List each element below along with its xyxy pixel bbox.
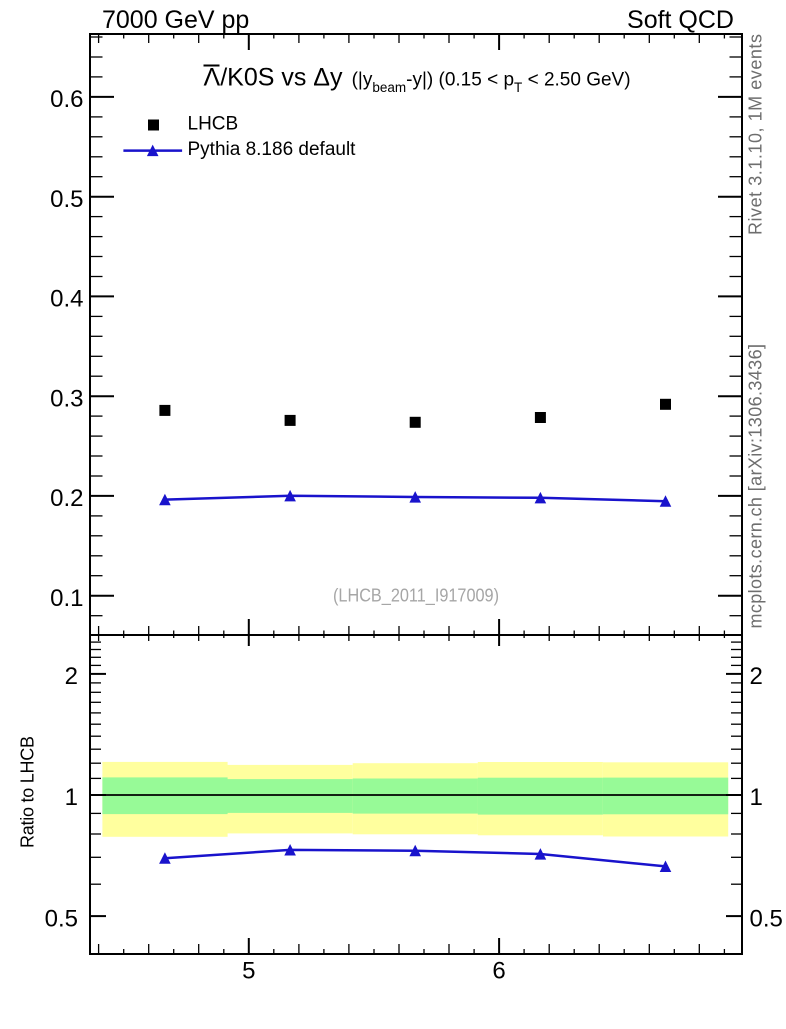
svg-text:Λ/K0S vs Δy: Λ/K0S vs Δy: [204, 64, 343, 92]
svg-text:5: 5: [242, 958, 255, 985]
svg-text:Soft QCD: Soft QCD: [627, 6, 734, 34]
svg-text:2: 2: [750, 663, 763, 690]
svg-text:7000 GeV pp: 7000 GeV pp: [102, 6, 249, 34]
svg-text:0.5: 0.5: [750, 905, 783, 932]
svg-text:6: 6: [492, 958, 505, 985]
svg-text:Ratio to LHCB: Ratio to LHCB: [18, 736, 38, 848]
svg-text:Pythia 8.186 default: Pythia 8.186 default: [188, 139, 357, 160]
svg-text:0.3: 0.3: [50, 385, 83, 412]
svg-text:1: 1: [65, 784, 78, 811]
svg-text:Rivet 3.1.10, 1M events: Rivet 3.1.10, 1M events: [746, 34, 766, 235]
svg-text:0.5: 0.5: [50, 186, 83, 213]
svg-text:0.6: 0.6: [50, 86, 83, 113]
svg-text:mcplots.cern.ch [arXiv:1306.34: mcplots.cern.ch [arXiv:1306.3436]: [746, 344, 766, 629]
svg-text:0.1: 0.1: [50, 585, 83, 612]
svg-text:(LHCB_2011_I917009): (LHCB_2011_I917009): [333, 585, 499, 607]
svg-text:2: 2: [65, 663, 78, 690]
svg-text:LHCB: LHCB: [188, 114, 239, 135]
svg-text:0.2: 0.2: [50, 485, 83, 512]
svg-text:1: 1: [750, 784, 763, 811]
svg-text:0.5: 0.5: [45, 905, 78, 932]
svg-text:0.4: 0.4: [50, 286, 83, 313]
